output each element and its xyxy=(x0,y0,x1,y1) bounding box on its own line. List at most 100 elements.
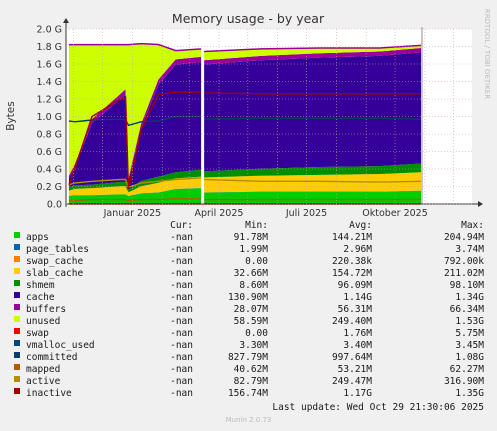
legend-min: 0.00 xyxy=(245,256,268,267)
legend-min: 40.62M xyxy=(233,364,268,375)
legend-avg: 249.47M xyxy=(331,376,372,387)
area-shmem xyxy=(68,163,422,193)
legend-name: swap_cache xyxy=(26,256,84,267)
legend-min: 32.66M xyxy=(233,268,268,279)
legend-name: committed xyxy=(26,352,78,363)
legend-row-swap: swap -nan 0.00 1.76M 5.75M xyxy=(0,328,497,340)
legend-swatch xyxy=(14,232,20,238)
legend-cur: -nan xyxy=(170,268,193,279)
legend-max: 316.90M xyxy=(443,376,484,387)
plot-area xyxy=(63,18,483,207)
y-tick-label: 1.6 G xyxy=(37,60,63,71)
legend-swatch xyxy=(14,256,20,262)
legend-max: 1.08G xyxy=(455,352,484,363)
legend-cur: -nan xyxy=(170,388,193,399)
legend-avg: 3.40M xyxy=(343,340,372,351)
legend-name: inactive xyxy=(26,388,72,399)
legend-swatch xyxy=(14,292,20,298)
legend-min: 3.30M xyxy=(239,340,268,351)
legend-avg: 96.09M xyxy=(337,280,372,291)
y-axis-label: Bytes xyxy=(5,101,17,130)
legend-min: 82.79M xyxy=(233,376,268,387)
legend-max: 1.53G xyxy=(455,316,484,327)
legend-name: shmem xyxy=(26,280,55,291)
legend-name: unused xyxy=(26,316,61,327)
legend-avg: 1.17G xyxy=(343,388,372,399)
line-inactive xyxy=(68,91,421,190)
header-cur: Cur: xyxy=(170,220,193,231)
legend-min: 0.00 xyxy=(245,328,268,339)
y-tick-label: 1.0 G xyxy=(37,112,63,123)
y-tick-label: 0.2 G xyxy=(37,182,63,193)
x-axis-arrow xyxy=(478,201,483,207)
legend-row-slab-cache: slab_cache -nan 32.66M 154.72M 211.02M xyxy=(0,268,497,280)
legend-row-shmem: shmem -nan 8.60M 96.09M 98.10M xyxy=(0,280,497,292)
legend-row-committed: committed -nan 827.79M 997.64M 1.08G xyxy=(0,352,497,364)
legend-swatch xyxy=(14,316,20,322)
legend-min: 58.59M xyxy=(233,316,268,327)
legend-row-apps: apps -nan 91.78M 144.21M 204.94M xyxy=(0,232,497,244)
legend-name: page_tables xyxy=(26,244,89,255)
legend-min: 8.60M xyxy=(239,280,268,291)
legend-swatch xyxy=(14,280,20,286)
last-update: Last update: Wed Oct 29 21:30:06 2025 xyxy=(272,402,484,413)
legend-min: 156.74M xyxy=(227,388,268,399)
legend-avg: 249.40M xyxy=(331,316,372,327)
y-tick-labels: 0.0 0.2 G 0.4 G 0.6 G 0.8 G 1.0 G 1.2 G 1.4 G 1.… xyxy=(37,25,63,211)
legend-min: 827.79M xyxy=(227,352,268,363)
area-unused xyxy=(68,43,422,179)
legend-cur: -nan xyxy=(170,292,193,303)
legend-min: 1.99M xyxy=(239,244,268,255)
rrdtool-credit: RRDTOOL / TOBI OETIKER xyxy=(483,9,491,99)
legend-header: Cur: Min: Avg: Max: xyxy=(0,220,497,232)
legend-avg: 997.64M xyxy=(331,352,372,363)
legend-avg: 144.21M xyxy=(331,232,372,243)
legend-avg: 1.14G xyxy=(343,292,372,303)
legend-max: 62.27M xyxy=(449,364,484,375)
legend-name: mapped xyxy=(26,364,61,375)
legend-row-vmalloc-used: vmalloc_used -nan 3.30M 3.40M 3.45M xyxy=(0,340,497,352)
legend-swatch xyxy=(14,388,20,394)
legend-row-unused: unused -nan 58.59M 249.40M 1.53G xyxy=(0,316,497,328)
y-axis-arrow xyxy=(63,18,69,23)
legend-name: active xyxy=(26,376,61,387)
legend-swatch xyxy=(14,244,20,250)
legend-avg: 2.96M xyxy=(343,244,372,255)
y-tick-label: 1.8 G xyxy=(37,42,63,53)
area-cache xyxy=(68,52,422,190)
legend-avg: 1.76M xyxy=(343,328,372,339)
legend-swatch xyxy=(14,352,20,358)
legend-avg: 154.72M xyxy=(331,268,372,279)
header-avg: Avg: xyxy=(349,220,372,231)
legend-cur: -nan xyxy=(170,244,193,255)
legend-avg: 56.31M xyxy=(337,304,372,315)
memory-chart: Memory usage - by year Bytes RRDTOOL / T… xyxy=(5,9,491,219)
line-committed xyxy=(68,115,422,127)
legend-min: 91.78M xyxy=(233,232,268,243)
x-tick-label: Oktober 2025 xyxy=(362,208,428,219)
line-active xyxy=(68,177,422,189)
legend-cur: -nan xyxy=(170,280,193,291)
legend-name: apps xyxy=(26,232,49,243)
stack-top-line xyxy=(68,42,422,53)
legend-avg: 220.38k xyxy=(331,256,372,267)
legend-row-mapped: mapped -nan 40.62M 53.21M 62.27M xyxy=(0,364,497,376)
chart-title: Memory usage - by year xyxy=(172,11,325,26)
legend-max: 5.75M xyxy=(455,328,484,339)
x-tick-label: Juli 2025 xyxy=(285,208,327,219)
grid-lines xyxy=(66,28,472,205)
legend-row-buffers: buffers -nan 28.07M 56.31M 66.34M xyxy=(0,304,497,316)
legend-row-active: active -nan 82.79M 249.47M 316.90M xyxy=(0,376,497,388)
legend-max: 3.74M xyxy=(455,244,484,255)
legend-row-page-tables: page_tables -nan 1.99M 2.96M 3.74M xyxy=(0,244,497,256)
legend-avg: 53.21M xyxy=(337,364,372,375)
legend-row-swap-cache: swap_cache -nan 0.00 220.38k 792.00k xyxy=(0,256,497,268)
legend-max: 211.02M xyxy=(443,268,484,279)
legend-max: 3.45M xyxy=(455,340,484,351)
legend-name: swap xyxy=(26,328,49,339)
legend-name: cache xyxy=(26,292,55,303)
legend-swatch xyxy=(14,328,20,334)
legend-min: 130.90M xyxy=(227,292,268,303)
legend-cur: -nan xyxy=(170,352,193,363)
legend-max: 1.34G xyxy=(455,292,484,303)
